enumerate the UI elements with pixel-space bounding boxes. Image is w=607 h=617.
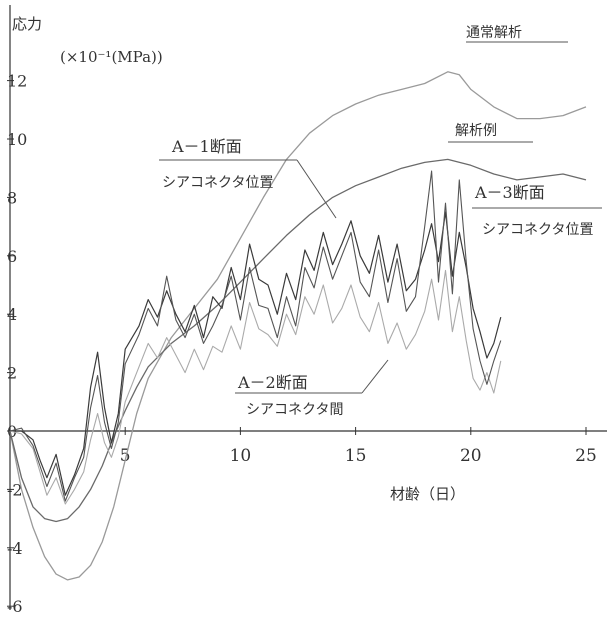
x-tick-label: 20 [460,446,482,466]
x-tick-label: 5 [120,446,131,466]
y-axis-unit: (×10⁻¹(MPa)) [60,48,163,66]
y-tick-label: 2 [7,364,17,383]
series-label-a1-sub: シアコネクタ位置 [162,175,273,191]
series-label-normal-analysis: 通常解析 [466,25,522,41]
x-axis-title: 材齢（日） [390,485,465,503]
y-tick-label: -6 [7,597,23,613]
series-line-4 [9,269,502,505]
series-label-a3-section: A－3断面 [474,183,545,202]
y-tick-label: 12 [7,72,27,91]
series-label-analysis-example: 解析例 [455,123,497,139]
s3-leader [296,159,337,219]
series-label-a1-section: A－1断面 [171,137,242,156]
y-tick-label: -4 [7,539,23,558]
series-line-3 [10,211,502,496]
y-tick-label: -2 [7,480,23,499]
s4-leader [361,359,389,394]
series-label-a2-section: A－2断面 [237,373,308,392]
x-tick-label: 25 [575,446,597,466]
text-labels: 応力 (×10⁻¹(MPa)) 材齢（日） 通常解析 解析例 A－1断面 シアコ… [12,15,593,503]
y-tick-label: 6 [7,247,17,266]
series-line-1 [9,71,587,581]
label-leader-lines [159,41,602,394]
series-line-2 [9,158,587,523]
series-line-5 [9,170,502,502]
series-label-a2-sub: シアコネクタ間 [246,402,343,418]
x-tick-label: 15 [345,446,367,466]
axes [9,5,607,610]
y-tick-label: 10 [7,130,27,149]
y-tick-label: 4 [7,305,17,324]
y-tick-label: 8 [7,188,17,207]
series-group [9,71,587,581]
y-axis-title: 応力 [12,15,42,33]
series-label-a3-sub: シアコネクタ位置 [482,222,593,238]
x-tick-label: 10 [230,446,252,466]
